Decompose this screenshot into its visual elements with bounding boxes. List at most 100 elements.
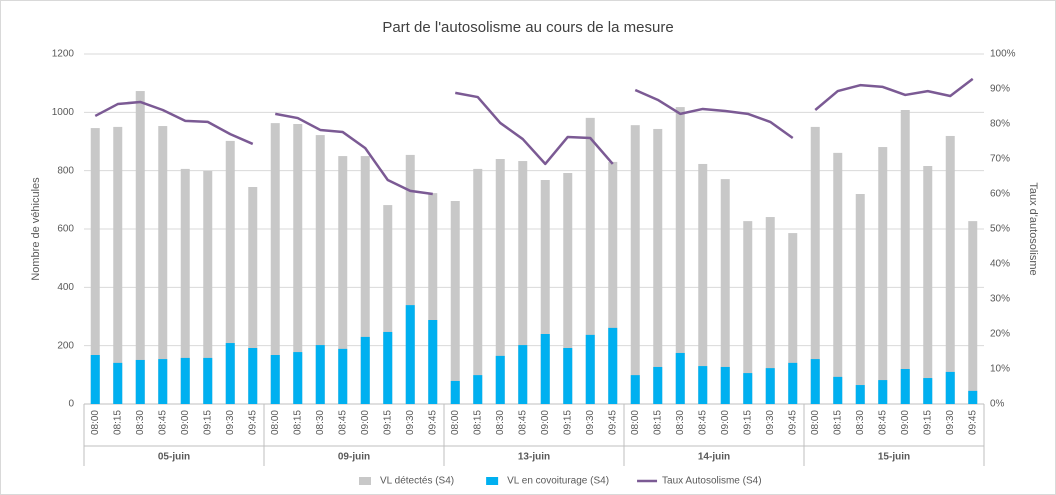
bar	[248, 187, 258, 404]
x-tick-label: 08:00	[450, 410, 461, 435]
x-tick-label: 09:45	[247, 410, 258, 435]
bar	[675, 352, 685, 404]
x-tick-label: 09:15	[742, 410, 753, 435]
bar	[540, 180, 550, 404]
y-axis-label: Nombre de véhicules	[30, 177, 42, 281]
legend-label: VL détectés (S4)	[380, 476, 454, 487]
bar	[540, 334, 550, 404]
bar	[968, 390, 978, 404]
x-tick-label: 09:00	[720, 410, 731, 435]
x-tick-label: 09:00	[360, 410, 371, 435]
bar	[90, 128, 100, 405]
bar	[270, 123, 280, 404]
x-tick-label: 09:15	[562, 410, 573, 435]
bar	[945, 135, 955, 405]
bar	[203, 357, 213, 404]
bar	[225, 343, 235, 404]
x-tick-label: 09:15	[202, 410, 213, 435]
bar	[428, 320, 438, 404]
bar	[923, 378, 933, 404]
bar	[248, 348, 258, 404]
bar	[945, 371, 955, 404]
bar	[585, 334, 595, 404]
bar	[473, 375, 483, 404]
line	[814, 77, 974, 111]
x-tick-label: 09:30	[945, 410, 956, 435]
bar	[765, 217, 775, 404]
legend-swatch	[359, 477, 371, 485]
x-tick-label: 08:30	[855, 410, 866, 435]
x-tick-label: 09:30	[765, 410, 776, 435]
y2-tick-label: 60%	[990, 189, 1010, 200]
bar	[113, 126, 123, 405]
bar	[495, 159, 505, 404]
bar	[113, 362, 123, 404]
bar	[495, 355, 505, 404]
bar	[90, 355, 100, 404]
bar	[450, 380, 460, 404]
x-tick-label: 08:30	[495, 410, 506, 435]
chart-title: Part de l'autosolisme au cours de la mes…	[382, 19, 673, 36]
bar	[383, 331, 393, 404]
bar	[135, 359, 145, 404]
y-tick-label: 0	[68, 399, 74, 410]
bar	[518, 345, 528, 404]
x-tick-label: 09:15	[382, 410, 393, 435]
bar	[315, 135, 325, 405]
x-tick-label: 09:30	[225, 410, 236, 435]
x-tick-label: 09:45	[607, 410, 618, 435]
bar	[585, 117, 595, 404]
bar	[293, 352, 303, 404]
y-tick-label: 1200	[52, 49, 75, 60]
bar	[698, 366, 708, 404]
bar	[720, 179, 730, 404]
y2-tick-label: 80%	[990, 119, 1010, 130]
bar	[428, 193, 438, 404]
bar	[405, 305, 415, 404]
y-tick-label: 800	[57, 165, 74, 176]
bar	[720, 366, 730, 404]
bar	[675, 107, 685, 404]
x-tick-label: 09:30	[585, 410, 596, 435]
bar	[203, 170, 213, 404]
group-label: 13-juin	[518, 452, 550, 463]
y-tick-label: 200	[57, 340, 74, 351]
bar	[810, 126, 820, 405]
bar	[855, 194, 865, 404]
bar	[833, 376, 843, 404]
bar	[788, 362, 798, 404]
bar	[293, 124, 303, 404]
bar	[315, 345, 325, 404]
x-tick-label: 08:00	[90, 410, 101, 435]
bar	[653, 366, 663, 404]
line	[455, 91, 614, 166]
bar	[653, 128, 663, 405]
group-label: 14-juin	[698, 452, 730, 463]
bar	[743, 373, 753, 404]
y2-tick-label: 0%	[990, 399, 1005, 410]
x-tick-label: 08:45	[337, 410, 348, 435]
bar	[270, 355, 280, 404]
bar	[338, 156, 348, 404]
x-tick-label: 08:30	[315, 410, 326, 435]
bar	[518, 161, 528, 404]
y2-tick-label: 90%	[990, 84, 1010, 95]
x-tick-label: 08:45	[697, 410, 708, 435]
x-tick-label: 08:45	[877, 410, 888, 435]
bar	[360, 156, 370, 404]
x-tick-label: 08:45	[517, 410, 528, 435]
y2-tick-label: 100%	[990, 49, 1016, 60]
bar	[180, 357, 190, 404]
bar	[608, 161, 618, 404]
bar	[923, 166, 933, 404]
y-tick-label: 600	[57, 224, 74, 235]
bar	[743, 221, 753, 404]
y2-tick-label: 50%	[990, 224, 1010, 235]
x-tick-label: 08:00	[810, 410, 821, 435]
bar	[450, 201, 460, 404]
x-tick-label: 09:30	[405, 410, 416, 435]
y2-tick-label: 30%	[990, 294, 1010, 305]
bar	[383, 205, 393, 404]
bar	[788, 233, 798, 404]
x-tick-label: 08:00	[630, 410, 641, 435]
